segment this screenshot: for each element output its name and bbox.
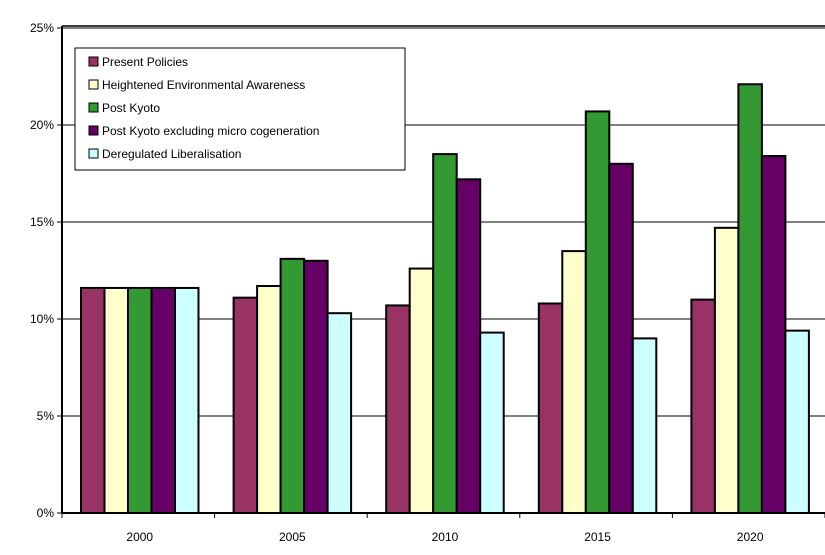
bar-present-policies-2015 xyxy=(537,302,564,515)
bar-present-policies-2010 xyxy=(385,304,411,515)
bar-deregulated-liberalisation-2000 xyxy=(174,286,200,514)
bar-heightened-environmental-awareness-2015 xyxy=(561,250,587,514)
x-tick-label: 2000 xyxy=(126,530,153,544)
y-tick-label: 25% xyxy=(30,21,54,35)
legend-swatch xyxy=(88,102,99,113)
legend: Present Policies Heightened Environmental… xyxy=(74,47,406,171)
y-tick-label: 0% xyxy=(37,506,55,520)
bar-post-kyoto-2020 xyxy=(737,83,763,514)
bar-deregulated-liberalisation-2015 xyxy=(631,337,658,514)
bar-post-kyoto-2005 xyxy=(279,257,306,514)
bar-post-kyoto-excluding-micro-cogeneration-2000 xyxy=(150,286,176,514)
legend-label: Deregulated Liberalisation xyxy=(102,147,241,161)
bar-heightened-environmental-awareness-2000 xyxy=(103,286,129,514)
legend-swatch xyxy=(88,125,99,136)
legend-swatch xyxy=(88,56,99,67)
bar-deregulated-liberalisation-2010 xyxy=(479,331,505,514)
x-tick-label: 2015 xyxy=(584,530,611,544)
bar-deregulated-liberalisation-2005 xyxy=(326,312,353,514)
bar-present-policies-2005 xyxy=(232,296,259,514)
bar-deregulated-liberalisation-2020 xyxy=(784,329,810,515)
y-tick-label: 20% xyxy=(30,118,54,132)
legend-label: Present Policies xyxy=(102,55,188,69)
bar-post-kyoto-excluding-micro-cogeneration-2015 xyxy=(608,162,634,515)
bar-heightened-environmental-awareness-2020 xyxy=(713,226,740,514)
legend-box xyxy=(74,47,406,171)
legend-swatch xyxy=(88,79,99,90)
bar-heightened-environmental-awareness-2010 xyxy=(408,267,435,514)
y-tick-label: 10% xyxy=(30,312,54,326)
x-tick-label: 2005 xyxy=(279,530,306,544)
bar-post-kyoto-2010 xyxy=(432,153,458,514)
y-axis-ticks: 0% 5% 10% 15% 20% 25% xyxy=(30,21,62,520)
bar-post-kyoto-2015 xyxy=(584,110,611,514)
y-tick-label: 15% xyxy=(30,215,54,229)
bar-heightened-environmental-awareness-2005 xyxy=(256,285,282,514)
bar-post-kyoto-2000 xyxy=(127,286,153,514)
legend-label: Post Kyoto excluding micro cogeneration xyxy=(102,124,319,138)
x-tick-label: 2020 xyxy=(737,530,764,544)
axes xyxy=(61,25,825,514)
y-tick-label: 5% xyxy=(37,409,55,423)
legend-label: Post Kyoto xyxy=(102,101,160,115)
legend-swatch xyxy=(88,148,99,159)
legend-label: Heightened Environmental Awareness xyxy=(102,78,305,92)
bar-post-kyoto-excluding-micro-cogeneration-2010 xyxy=(455,178,482,514)
x-axis-ticks: 2000 2005 2010 2015 2020 xyxy=(61,513,825,544)
bar-post-kyoto-excluding-micro-cogeneration-2020 xyxy=(760,155,787,514)
bar-present-policies-2000 xyxy=(80,286,106,514)
bar-post-kyoto-excluding-micro-cogeneration-2005 xyxy=(303,259,329,514)
x-tick-label: 2010 xyxy=(432,530,459,544)
bar-present-policies-2020 xyxy=(690,298,716,514)
